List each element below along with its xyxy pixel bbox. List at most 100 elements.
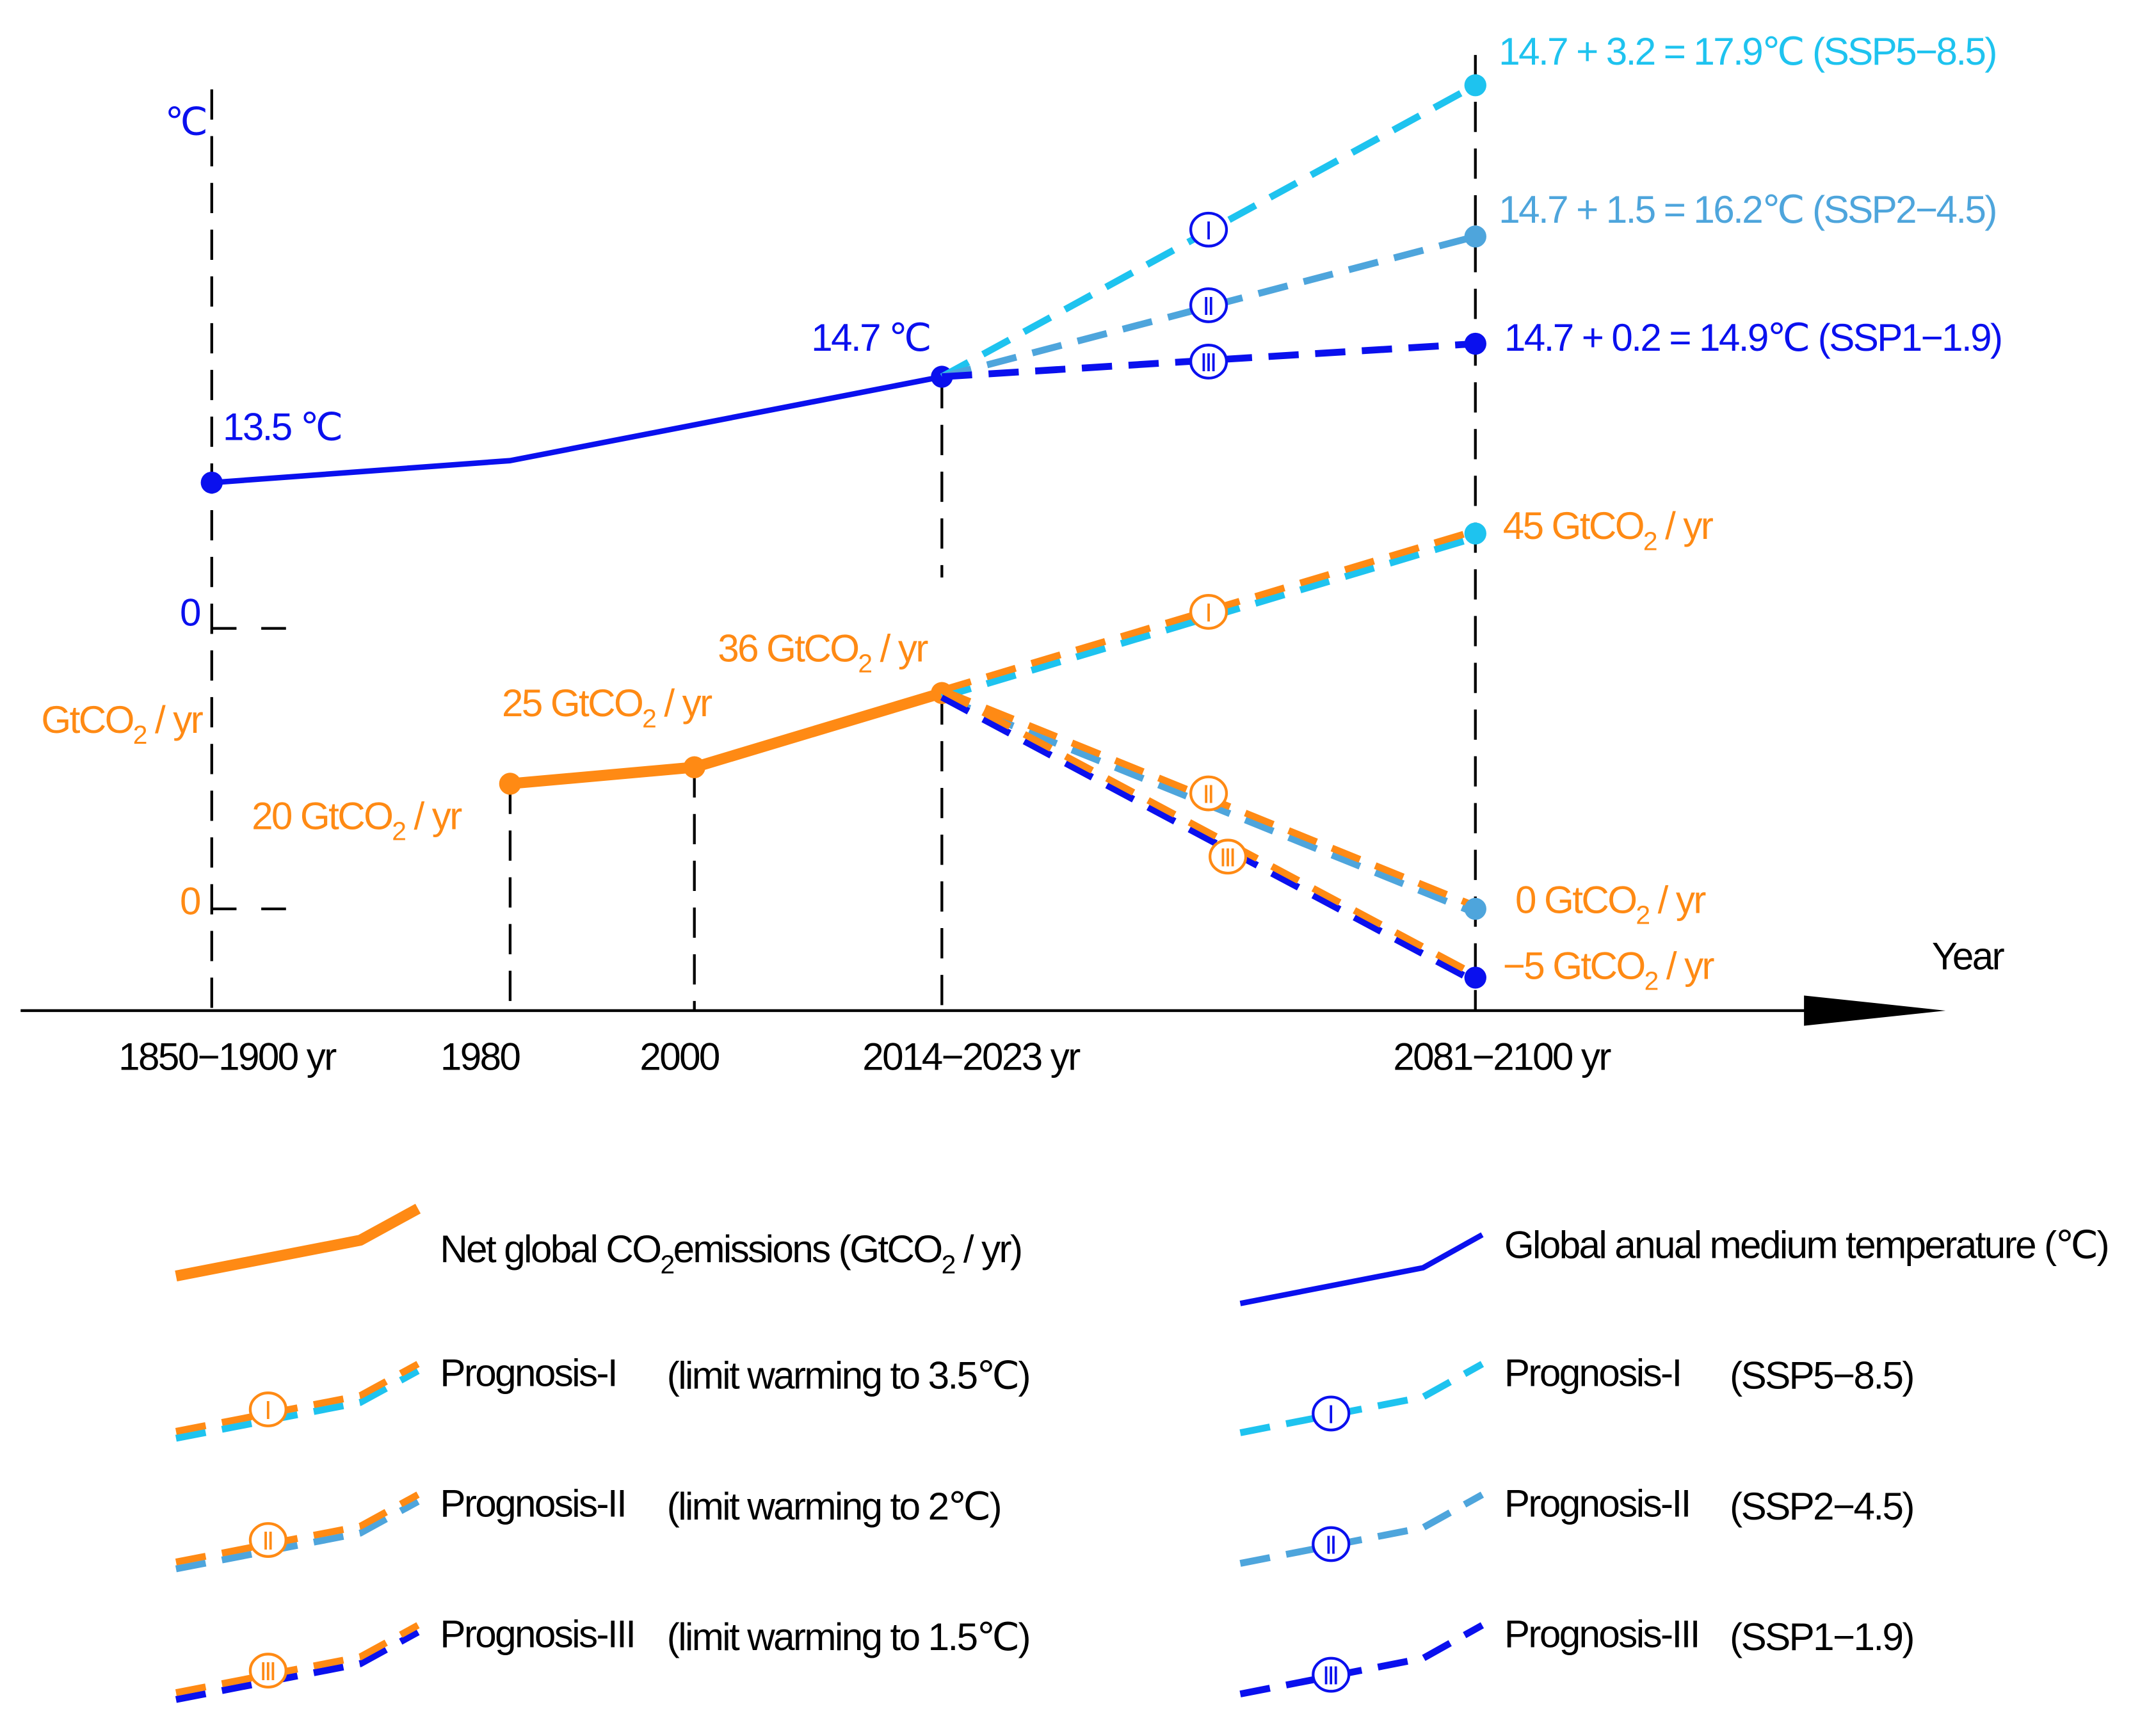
temperature-projection-label: 14.7 + 3.2 = 17.9℃ (SSP5−8.5): [1499, 30, 1996, 73]
label-part: 45 GtCO: [1503, 504, 1643, 547]
label-part: 2: [660, 1249, 673, 1279]
legend-temperature-label: Global anual medium temperature (℃): [1504, 1224, 2108, 1267]
legend-prognosis-desc: (SSP1−1.9): [1730, 1616, 1913, 1658]
temperature-projection-line: [942, 340, 1476, 380]
x-tick-label: 2014−2023 yr: [862, 1035, 1081, 1078]
x-tick-label: 2000: [640, 1035, 720, 1078]
legend-swatch: [1239, 1491, 1484, 1567]
legend-swatch: [175, 1622, 420, 1696]
legend-prognosis-name: Prognosis-II: [440, 1482, 625, 1525]
legend-numeral-circle: [248, 1391, 287, 1427]
legend-prognosis-name: Prognosis-III: [440, 1613, 634, 1656]
label-part: 0 GtCO: [1515, 878, 1636, 921]
legend-swatch: [175, 1491, 420, 1566]
temperature-projection-numeral-circle: [1189, 287, 1228, 323]
temperature-zero-label: 0: [180, 591, 200, 634]
legend-prognosis-name: Prognosis-I: [1504, 1351, 1681, 1394]
label-part: emissions (GtCO: [673, 1228, 942, 1271]
emissions-projection-numeral: Ⅲ: [1219, 844, 1237, 872]
legend-prognosis-desc: (limit warming to 2℃): [667, 1485, 1001, 1528]
x-tick-label: 1850−1900 yr: [118, 1035, 337, 1078]
emissions-point-label: 25 GtCO2 / yr: [502, 682, 712, 733]
legend-numeral: Ⅰ: [1328, 1401, 1335, 1429]
emissions-projection-point: [1464, 897, 1486, 920]
legend-prognosis-desc: (SSP2−4.5): [1730, 1485, 1913, 1528]
emissions-zero-label: 0: [180, 880, 200, 923]
chart-labels: 1850−1900 yr 1980 2000 2014−2023 yr 2081−210…: [41, 30, 2003, 1078]
label-part: 2: [642, 703, 656, 733]
label-part: 36 GtCO: [718, 627, 858, 670]
x-tick-label: 1980: [440, 1035, 520, 1078]
temperature-projection-numeral: Ⅱ: [1203, 293, 1215, 321]
legend-emissions-swatch: [175, 1203, 421, 1281]
legend-numeral-circle: [248, 1653, 287, 1689]
legend-prognosis-desc: (SSP5−8.5): [1730, 1354, 1913, 1397]
label-part: Net global CO: [440, 1228, 660, 1271]
legend-swatch: [1239, 1622, 1484, 1697]
label-part: / yr: [1657, 945, 1715, 988]
emissions-point-label: 20 GtCO2 / yr: [252, 794, 462, 846]
legend-prognosis-name: Prognosis-II: [1504, 1482, 1690, 1525]
legend-numeral-circle: [1312, 1526, 1351, 1562]
label-part: 2: [1643, 526, 1657, 556]
label-part: / yr: [871, 627, 929, 670]
legend-numeral: Ⅱ: [1325, 1532, 1337, 1560]
temperature-historical-line: [211, 374, 943, 486]
emissions-projection-label: 0 GtCO2 / yr: [1515, 878, 1706, 929]
x-axis-label: Year: [1932, 935, 2005, 978]
temperature-projection-point: [1464, 332, 1486, 355]
emissions-projection-point: [1464, 966, 1486, 989]
legend-numeral: Ⅲ: [1323, 1663, 1340, 1690]
label-part: 2: [858, 648, 871, 678]
chart-marks: Ⅰ Ⅱ Ⅲ Ⅰ Ⅱ Ⅲ: [200, 74, 1486, 989]
emissions-point-label: 36 GtCO2 / yr: [718, 627, 928, 678]
legend-swatch-under: [175, 1368, 420, 1442]
legend-swatch-under: [175, 1629, 420, 1703]
guide-lines: [210, 54, 1477, 1011]
legend-numeral: Ⅰ: [264, 1397, 271, 1425]
emissions-point: [499, 773, 522, 795]
label-part: 2: [1636, 901, 1649, 930]
temperature-projection-numeral: Ⅲ: [1200, 349, 1218, 377]
legend-emissions-label: Net global CO2emissions (GtCO2 / yr): [440, 1228, 1021, 1279]
temperature-projection-point: [1464, 225, 1486, 248]
label-part: GtCO: [41, 698, 133, 741]
label-part: 2: [392, 817, 405, 846]
legend-numeral: Ⅱ: [262, 1528, 274, 1555]
legend-numeral: Ⅲ: [260, 1658, 277, 1686]
temperature-point: [200, 471, 223, 494]
emissions-projection-line-under: [940, 694, 1477, 985]
legend-numeral-circle: [248, 1522, 287, 1558]
x-axis: Year: [20, 935, 2006, 1026]
label-part: / yr: [1649, 878, 1707, 921]
temperature-unit-label: ℃: [165, 100, 207, 143]
temperature-point-label: 13.5 ℃: [223, 405, 342, 448]
legend-swatch: [1239, 1361, 1484, 1436]
legend-swatch: [175, 1361, 420, 1435]
label-part: 2: [1645, 966, 1658, 996]
legend-numeral-circle: [1312, 1656, 1351, 1693]
temperature-point-label: 14.7 ℃: [811, 316, 930, 359]
emissions-point: [683, 756, 705, 778]
emissions-projection-numeral-circle: [1189, 594, 1228, 630]
legend: Net global CO2emissions (GtCO2 / yr) Glob…: [175, 1203, 2109, 1703]
legend-swatch-under: [175, 1498, 420, 1573]
legend-prognosis-name: Prognosis-III: [1504, 1613, 1699, 1656]
emissions-projection-label: −5 GtCO2 / yr: [1503, 945, 1715, 996]
label-part: 20 GtCO: [252, 794, 392, 837]
label-part: / yr: [1656, 504, 1714, 547]
emissions-unit-label: GtCO2 / yr: [41, 698, 203, 750]
emissions-projection-numeral: Ⅰ: [1205, 600, 1212, 627]
legend-temperature-swatch: [1239, 1232, 1484, 1306]
temperature-projection-numeral: Ⅰ: [1205, 218, 1212, 245]
emissions-projection-point: [1464, 522, 1486, 545]
temperature-projection-label: 14.7 + 1.5 = 16.2℃ (SSP2−4.5): [1499, 188, 1996, 231]
temperature-projection-point: [1464, 74, 1486, 97]
label-part: 25 GtCO: [502, 682, 642, 725]
x-axis-arrow: [1804, 995, 1946, 1026]
label-part: / yr: [405, 794, 462, 837]
emissions-projection-numeral: Ⅱ: [1203, 782, 1215, 809]
label-part: 2: [133, 720, 147, 750]
label-part: 2: [942, 1249, 955, 1279]
